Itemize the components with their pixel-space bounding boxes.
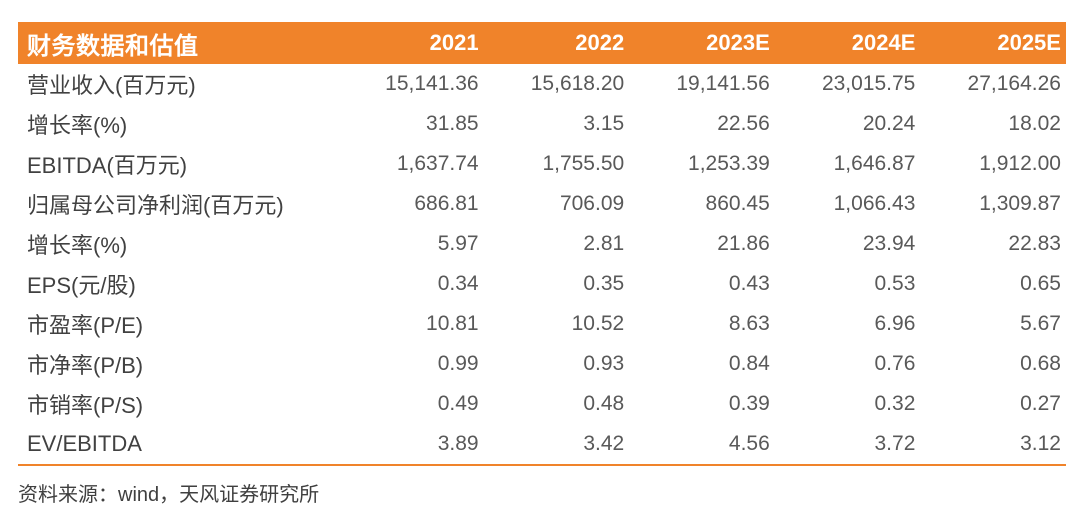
row-value: 10.81 (426, 312, 479, 335)
row-value: 21.86 (717, 232, 770, 255)
row-value: 0.65 (1020, 272, 1061, 295)
table-row: 市净率(P/B) 0.99 0.93 0.84 0.76 0.68 (18, 344, 1066, 384)
table-row: 市销率(P/S) 0.49 0.48 0.39 0.32 0.27 (18, 384, 1066, 424)
row-value: 27,164.26 (967, 72, 1061, 95)
table-row: EPS(元/股) 0.34 0.35 0.43 0.53 0.65 (18, 264, 1066, 304)
row-value: 706.09 (559, 192, 625, 215)
table-row: 归属母公司净利润(百万元) 686.81 706.09 860.45 1,066.43 1… (18, 184, 1066, 224)
row-value: 31.85 (426, 112, 479, 135)
row-value: 1,309.87 (979, 192, 1061, 215)
row-value: 22.83 (1008, 232, 1061, 255)
row-label: 增长率(%) (27, 113, 128, 138)
row-value: 1,066.43 (833, 192, 916, 215)
row-value: 0.53 (874, 272, 916, 295)
row-value: 0.34 (437, 272, 479, 295)
row-value: 0.32 (874, 392, 916, 415)
table-bottom-rule (18, 464, 1066, 466)
row-value: 0.49 (437, 392, 479, 415)
row-value: 6.96 (874, 312, 916, 335)
row-value: 23.94 (862, 232, 916, 255)
row-value: 0.68 (1020, 352, 1061, 375)
row-label: 市净率(P/B) (27, 353, 144, 378)
row-value: 15,141.36 (385, 72, 479, 95)
row-value: 860.45 (705, 192, 770, 215)
row-value: 3.12 (1020, 432, 1061, 455)
table-title: 财务数据和估值 (27, 32, 199, 60)
financial-table: 财务数据和估值 2021 2022 2023E 2024E 2025E 营业收入(百万元… (18, 22, 1066, 466)
row-value: 5.67 (1020, 312, 1061, 335)
row-value: 1,646.87 (833, 152, 916, 175)
row-label: EPS(元/股) (27, 273, 136, 298)
row-value: 10.52 (571, 312, 625, 335)
row-label: 营业收入(百万元) (27, 73, 196, 98)
row-label: 归属母公司净利润(百万元) (27, 193, 284, 218)
row-value: 18.02 (1008, 112, 1061, 135)
row-value: 0.84 (728, 352, 770, 375)
row-value: 1,755.50 (542, 152, 625, 175)
row-value: 1,637.74 (396, 152, 479, 175)
table-header-year: 2022 (575, 30, 625, 55)
row-value: 23,015.75 (821, 72, 916, 95)
row-value: 0.27 (1020, 392, 1061, 415)
table-header-year: 2024E (851, 30, 916, 55)
table-header: 财务数据和估值 2021 2022 2023E 2024E 2025E (18, 22, 1066, 64)
row-value: 1,912.00 (979, 152, 1061, 175)
row-value: 3.42 (583, 432, 625, 455)
row-value: 15,618.20 (530, 72, 625, 95)
row-value: 8.63 (728, 312, 770, 335)
row-value: 4.56 (728, 432, 770, 455)
table-body: 营业收入(百万元) 15,141.36 15,618.20 19,141.56 23,0… (18, 64, 1066, 464)
row-value: 0.93 (583, 352, 625, 375)
row-value: 0.35 (583, 272, 625, 295)
table-row: 增长率(%) 31.85 3.15 22.56 20.24 18.02 (18, 104, 1066, 144)
row-label: EBITDA(百万元) (27, 153, 188, 178)
row-value: 0.43 (728, 272, 770, 295)
table-row: 增长率(%) 5.97 2.81 21.86 23.94 22.83 (18, 224, 1066, 264)
row-value: 22.56 (717, 112, 770, 135)
row-value: 0.76 (874, 352, 916, 375)
row-value: 3.15 (583, 112, 625, 135)
table-header-year: 2023E (706, 30, 770, 55)
row-value: 20.24 (862, 112, 916, 135)
source-note: 资料来源：wind，天风证券研究所 (18, 484, 320, 506)
row-value: 2.81 (583, 232, 625, 255)
row-value: 5.97 (437, 232, 479, 255)
row-label: 增长率(%) (27, 233, 128, 258)
row-label: 市盈率(P/E) (27, 313, 144, 338)
table-row: 营业收入(百万元) 15,141.36 15,618.20 19,141.56 23,0… (18, 64, 1066, 104)
row-value: 1,253.39 (688, 152, 770, 175)
row-value: 686.81 (414, 192, 479, 215)
table-header-year: 2025E (997, 30, 1061, 55)
row-value: 3.72 (874, 432, 916, 455)
row-label: 市销率(P/S) (27, 393, 144, 418)
row-value: 0.39 (728, 392, 770, 415)
row-label: EV/EBITDA (27, 431, 142, 456)
row-value: 19,141.56 (676, 72, 770, 95)
table-row: EV/EBITDA 3.89 3.42 4.56 3.72 3.12 (18, 424, 1066, 464)
table-header-year: 2021 (429, 30, 479, 55)
row-value: 0.48 (583, 392, 625, 415)
table-row: 市盈率(P/E) 10.81 10.52 8.63 6.96 5.67 (18, 304, 1066, 344)
row-value: 3.89 (437, 432, 479, 455)
row-value: 0.99 (437, 352, 479, 375)
table-row: EBITDA(百万元) 1,637.74 1,755.50 1,253.39 1,646… (18, 144, 1066, 184)
